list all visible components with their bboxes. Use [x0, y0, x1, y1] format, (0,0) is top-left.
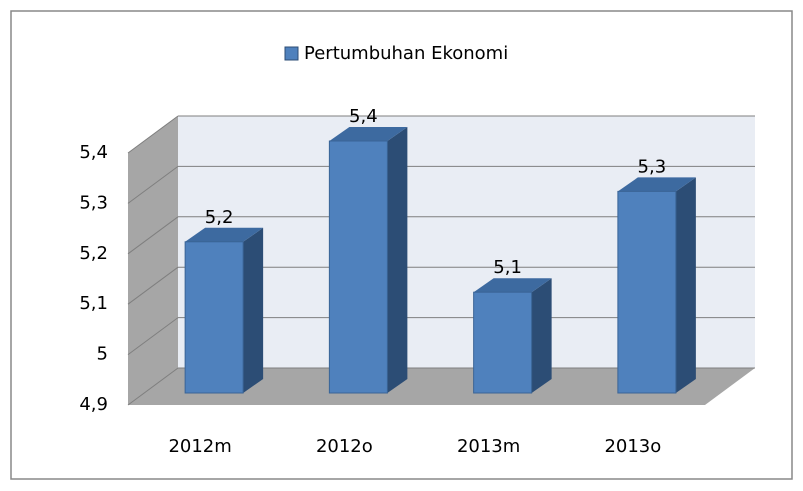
y-tick-label: 5,1: [79, 293, 108, 314]
grid-line: [127, 266, 179, 305]
grid-line: [127, 216, 179, 255]
bar-side: [243, 227, 264, 393]
grid-line: [127, 115, 179, 154]
bar-top: [617, 177, 696, 192]
floor: [128, 368, 755, 405]
bar-side: [387, 127, 408, 393]
x-tick-label: 2012o: [316, 436, 373, 457]
x-tick-label: 2013o: [604, 436, 661, 457]
x-tick-label: 2013m: [457, 436, 520, 457]
y-tick-label: 5,2: [79, 243, 108, 264]
bar: [184, 241, 244, 394]
y-tick-label: 5: [97, 344, 108, 365]
x-tick-label: 2012m: [168, 436, 231, 457]
bar: [328, 140, 388, 394]
data-label: 5,3: [638, 156, 667, 177]
grid-line: [127, 367, 179, 406]
y-tick-label: 5,3: [79, 192, 108, 213]
data-label: 5,4: [349, 106, 378, 127]
bar-side: [675, 177, 696, 393]
side-wall: [128, 116, 178, 405]
y-tick-label: 5,4: [79, 142, 108, 163]
grid-line: [127, 317, 179, 356]
bar-top: [329, 127, 408, 141]
data-label: 5,2: [205, 207, 234, 228]
y-tick-label: 4,9: [79, 394, 108, 415]
bar-top: [473, 278, 552, 293]
bar: [617, 190, 677, 394]
legend-swatch: [284, 46, 299, 61]
legend-label: Pertumbuhan Ekonomi: [304, 43, 508, 64]
bar: [473, 291, 533, 394]
bar-top: [185, 227, 264, 242]
bar-side: [531, 278, 552, 393]
data-label: 5,1: [493, 257, 522, 278]
grid-line: [127, 165, 179, 204]
